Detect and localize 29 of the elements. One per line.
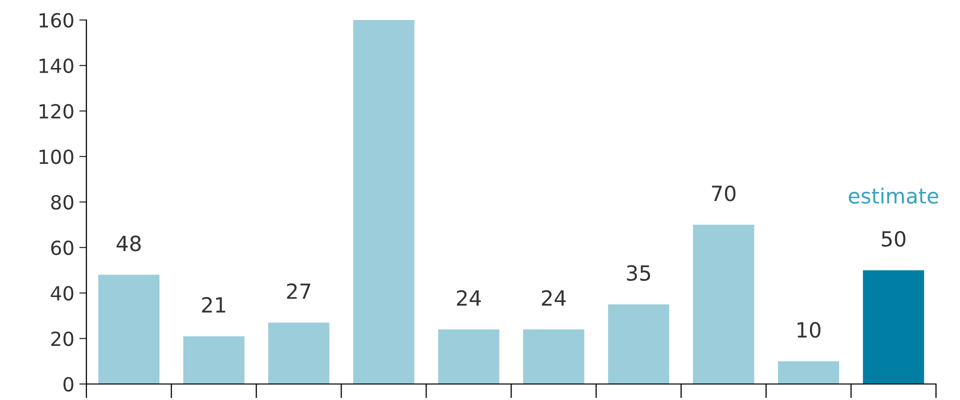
bar [608, 304, 670, 384]
bar [183, 336, 244, 384]
y-tick-label: 140 [40, 58, 74, 74]
y-tick-label: 60 [51, 240, 74, 256]
bar [98, 274, 160, 384]
bar [778, 361, 840, 384]
y-tick-label: 80 [51, 194, 74, 210]
bar [268, 322, 330, 384]
y-tick-label: 0 [64, 376, 74, 392]
y-tick-label: 120 [40, 104, 74, 119]
y-tick-label: 160 [40, 12, 74, 28]
data-label: 24 [456, 290, 481, 306]
data-label: 70 [712, 186, 736, 202]
data-label: 24 [542, 290, 566, 306]
data-label: 50 [882, 231, 906, 247]
y-tick-label: 100 [40, 149, 74, 164]
y-tick-label: 40 [50, 286, 74, 301]
data-label: 10 [798, 322, 820, 338]
annotation: estimate [848, 188, 938, 204]
data-label: 27 [287, 283, 310, 299]
bar [523, 329, 584, 384]
data-label: 35 [626, 265, 650, 281]
bar [438, 329, 500, 384]
y-tick-label: 20 [51, 331, 74, 346]
data-label: 21 [202, 296, 226, 312]
data-label: 48 [116, 236, 141, 252]
bar [862, 270, 924, 384]
bar [353, 20, 414, 384]
bar [693, 224, 754, 384]
